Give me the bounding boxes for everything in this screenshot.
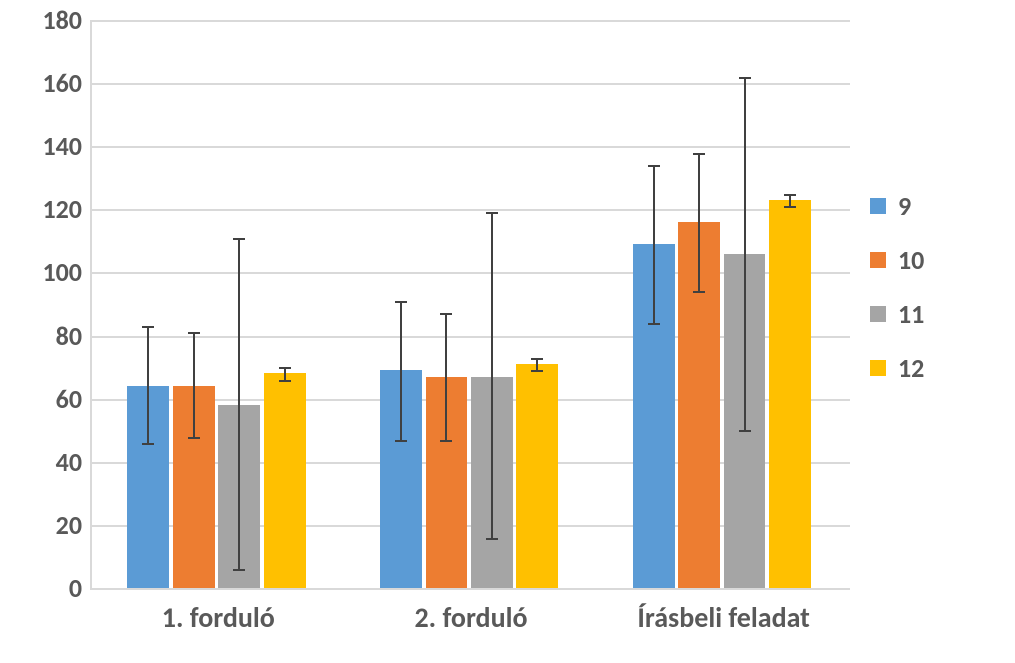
- y-tick-label: 180: [42, 4, 92, 36]
- error-bar-cap: [486, 212, 498, 214]
- error-bar: [698, 153, 700, 292]
- gridline: [92, 83, 850, 85]
- y-tick-label: 20: [56, 509, 92, 541]
- error-bar-cap: [395, 301, 407, 303]
- error-bar-cap: [739, 430, 751, 432]
- legend-item: 9: [870, 190, 1000, 222]
- y-tick-label: 0: [69, 572, 92, 604]
- error-bar-cap: [279, 380, 291, 382]
- error-bar-cap: [142, 443, 154, 445]
- error-bar-cap: [531, 358, 543, 360]
- error-bar: [238, 238, 240, 569]
- x-category-label: 1. forduló: [162, 588, 275, 635]
- legend: 9 10 11 12: [870, 190, 1000, 406]
- legend-label: 12: [898, 352, 924, 384]
- error-bar: [491, 212, 493, 537]
- error-bar: [744, 77, 746, 430]
- error-bar-cap: [693, 291, 705, 293]
- legend-label: 11: [898, 298, 924, 330]
- error-bar-cap: [648, 165, 660, 167]
- error-bar-cap: [188, 332, 200, 334]
- error-bar-cap: [784, 194, 796, 196]
- y-tick-label: 140: [42, 130, 92, 162]
- error-bar-cap: [440, 313, 452, 315]
- error-bar-cap: [395, 440, 407, 442]
- error-bar-cap: [233, 569, 245, 571]
- y-tick-label: 40: [56, 446, 92, 478]
- error-bar-cap: [648, 323, 660, 325]
- legend-swatch: [870, 360, 886, 376]
- y-tick-label: 60: [56, 383, 92, 415]
- bar: [264, 373, 306, 588]
- x-category-label: 2. forduló: [414, 588, 527, 635]
- y-tick-label: 120: [42, 193, 92, 225]
- error-bar-cap: [739, 77, 751, 79]
- y-tick-label: 100: [42, 256, 92, 288]
- error-bar-cap: [188, 437, 200, 439]
- error-bar-cap: [784, 206, 796, 208]
- legend-swatch: [870, 198, 886, 214]
- error-bar-cap: [440, 440, 452, 442]
- gridline: [92, 146, 850, 148]
- legend-item: 12: [870, 352, 1000, 384]
- legend-label: 9: [898, 190, 911, 222]
- error-bar: [653, 165, 655, 323]
- gridline: [92, 20, 850, 22]
- error-bar: [193, 332, 195, 436]
- legend-label: 10: [898, 244, 924, 276]
- x-category-label: Írásbeli feladat: [637, 588, 809, 635]
- error-bar-cap: [142, 326, 154, 328]
- bar: [516, 364, 558, 588]
- error-bar: [400, 301, 402, 440]
- y-tick-label: 160: [42, 67, 92, 99]
- plot-area: 0204060801001201401601801. forduló2. for…: [90, 20, 850, 590]
- legend-item: 11: [870, 298, 1000, 330]
- bar: [769, 200, 811, 588]
- error-bar: [147, 326, 149, 443]
- error-bar-cap: [693, 153, 705, 155]
- error-bar: [445, 313, 447, 439]
- legend-swatch: [870, 306, 886, 322]
- chart-container: 0 20 40 60 80 100 120 140 160 180 1. forduló 2. for…: [0, 0, 1015, 663]
- error-bar-cap: [233, 238, 245, 240]
- error-bar-cap: [486, 538, 498, 540]
- error-bar-cap: [279, 367, 291, 369]
- legend-swatch: [870, 252, 886, 268]
- error-bar-cap: [531, 370, 543, 372]
- y-tick-label: 80: [56, 320, 92, 352]
- gridline: [92, 209, 850, 211]
- legend-item: 10: [870, 244, 1000, 276]
